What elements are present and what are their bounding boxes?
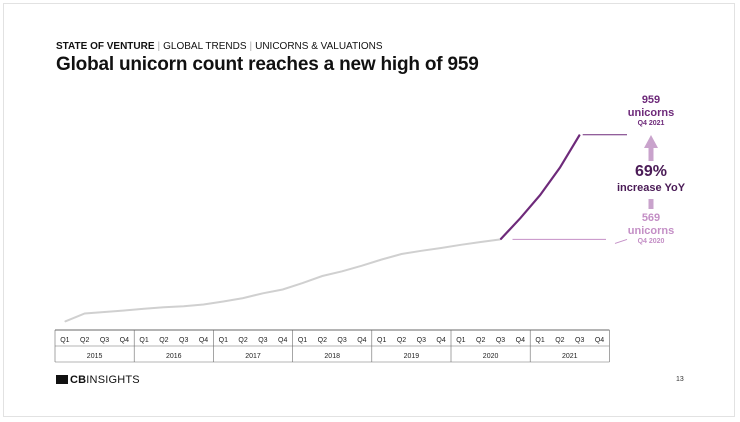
quarter-tick-label: Q4 [595,337,604,344]
year-tick-label: 2019 [404,353,420,360]
data-point [460,244,462,246]
data-point [341,270,343,272]
data-point [282,288,284,290]
data-point [420,250,422,252]
quarter-tick-label: Q1 [535,337,544,344]
page-number: 13 [676,376,684,383]
annotation-current-value: 959 [641,94,661,106]
data-point [203,303,204,305]
data-point [480,241,482,243]
year-tick-label: 2021 [562,353,578,360]
quarter-tick-label: Q4 [516,337,525,344]
quarter-tick-label: Q2 [476,337,485,344]
page-title: Global unicorn count reaches a new high … [56,54,479,75]
data-point [361,265,363,267]
data-point [84,312,86,314]
year-tick-label: 2016 [166,353,182,360]
quarter-tick-label: Q4 [120,337,129,344]
slide-frame [3,3,735,417]
data-point [183,305,185,307]
annotation-previous-label: unicorns [627,224,675,237]
kicker-separator: | [249,41,253,52]
quarter-tick-label: Q1 [377,337,386,344]
logo-mark-icon [56,375,68,384]
quarter-tick-label: Q2 [555,337,564,344]
year-tick-label: 2018 [324,353,340,360]
quarter-tick-label: Q1 [219,337,228,344]
annotation-change-pct: 69% [634,163,668,180]
annotation-previous-connector-tail [614,238,628,244]
change-arrow-head-icon [644,135,658,148]
change-arrow-tail [648,199,654,209]
annotation-current: 959 unicorns Q4 2021 [610,94,692,128]
quarter-tick-label: Q2 [159,337,168,344]
data-point [143,308,145,310]
data-point [539,194,541,196]
year-tick-label: 2017 [245,353,261,360]
quarter-tick-label: Q3 [337,337,346,344]
data-point [104,311,105,313]
annotation-previous-value: 569 [641,212,661,224]
quarter-tick-label: Q1 [298,337,307,344]
series-line-recent [499,134,581,241]
data-point [440,247,442,249]
year-tick-label: 2015 [87,353,103,360]
data-point [559,167,561,169]
kicker-subtopic: UNICORNS & VALUATIONS [255,41,383,52]
quarter-tick-label: Q3 [179,337,188,344]
data-point [579,134,581,136]
kicker-separator: | [157,41,161,52]
kicker-topic: GLOBAL TRENDS [163,41,247,52]
quarter-tick-label: Q4 [357,337,366,344]
data-point [222,300,224,302]
kicker-section: STATE OF VENTURE [56,41,155,52]
data-point [321,275,323,277]
quarter-tick-label: Q3 [100,337,109,344]
quarter-tick-label: Q3 [496,337,505,344]
annotation-current-period: Q4 2021 [637,120,665,128]
annotation-change-text: increase YoY [616,182,686,195]
quarter-tick-label: Q1 [456,337,465,344]
year-tick-label: 2020 [483,353,499,360]
quarter-tick-label: Q4 [199,337,208,344]
series-line-history [64,238,501,323]
annotation-previous-period: Q4 2020 [637,238,665,246]
logo-bold: CB [70,374,87,386]
quarter-tick-label: Q2 [80,337,89,344]
data-point [401,253,402,255]
change-arrow-shaft [648,147,654,161]
quarter-tick-label: Q2 [318,337,327,344]
quarter-tick-label: Q2 [238,337,247,344]
quarter-tick-label: Q2 [397,337,406,344]
data-point [64,321,66,323]
quarter-tick-label: Q3 [258,337,267,344]
quarter-tick-label: Q4 [278,337,287,344]
quarter-tick-label: Q1 [60,337,69,344]
quarter-tick-label: Q3 [417,337,426,344]
annotation-previous: 569 unicorns Q4 2020 [610,212,692,246]
data-point [500,238,501,240]
quarter-tick-label: Q3 [575,337,584,344]
quarter-tick-label: Q4 [436,337,445,344]
logo-text: INSIGHTS [86,374,140,386]
data-point [381,259,383,261]
section-kicker: STATE OF VENTURE | GLOBAL TRENDS | UNICORNS … [56,41,383,52]
annotation-change: 69% increase YoY [603,163,699,195]
data-point [242,297,244,299]
data-point [163,306,165,308]
quarter-tick-label: Q1 [139,337,148,344]
data-point [519,217,521,219]
data-point [123,309,125,311]
annotation-current-label: unicorns [627,106,675,119]
data-point [262,292,264,294]
cb-insights-logo: CBINSIGHTS [56,374,140,386]
data-point [302,282,303,284]
